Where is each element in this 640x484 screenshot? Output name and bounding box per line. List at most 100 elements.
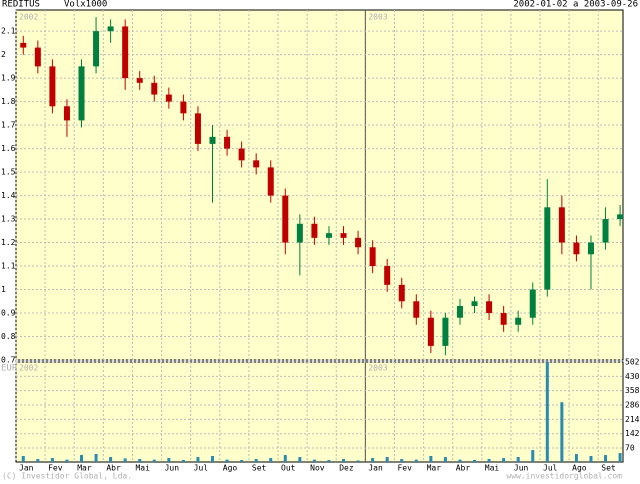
volume-bar bbox=[502, 458, 506, 462]
candle-body bbox=[136, 78, 143, 83]
x-tick-label: Set bbox=[252, 464, 267, 473]
volume-bar bbox=[50, 458, 54, 462]
volume-bar bbox=[574, 454, 578, 462]
y-tick-label: 1.4 bbox=[1, 191, 16, 200]
candle-body bbox=[282, 195, 289, 243]
x-tick-label: Jul bbox=[194, 464, 209, 473]
y-tick-label: 2 bbox=[1, 50, 6, 59]
y-tick-label: 502 bbox=[625, 358, 640, 367]
volume-bar bbox=[429, 456, 433, 462]
volume-bar bbox=[80, 455, 84, 462]
x-tick-label: Jul bbox=[543, 464, 558, 473]
x-tick-label: Fev bbox=[397, 464, 412, 473]
volume-bar bbox=[516, 457, 520, 462]
candle-body bbox=[34, 47, 41, 67]
volume-bar bbox=[327, 460, 331, 462]
x-tick-label: Nov bbox=[310, 464, 325, 473]
y-tick-label: 430 bbox=[625, 372, 640, 381]
x-tick-label: Mar bbox=[427, 464, 442, 473]
candle-body bbox=[617, 214, 624, 220]
candle-body bbox=[325, 233, 332, 238]
candle-body bbox=[456, 305, 463, 318]
volume-bar bbox=[589, 456, 593, 462]
volume-bar bbox=[356, 460, 360, 462]
y-tick-label: 214 bbox=[625, 415, 640, 424]
volume-bar bbox=[254, 459, 258, 462]
candle-body bbox=[63, 106, 70, 121]
candle-body bbox=[151, 82, 158, 95]
x-tick-label: Fev bbox=[48, 464, 63, 473]
candle-body bbox=[471, 301, 478, 306]
date-range: 2002-01-02 a 2003-09-26 bbox=[513, 0, 638, 10]
candle-body bbox=[573, 242, 580, 255]
x-tick-label: Set bbox=[601, 464, 616, 473]
copyright: (C) Investidor Global, Lda. bbox=[2, 472, 132, 481]
volume-bar bbox=[65, 459, 69, 462]
candle-body bbox=[398, 284, 405, 302]
volume-bar bbox=[560, 402, 564, 462]
price-panel bbox=[15, 9, 624, 361]
volume-bar bbox=[400, 459, 404, 462]
volume-bar bbox=[312, 459, 316, 462]
volume-bar bbox=[545, 362, 549, 462]
volume-bar bbox=[167, 458, 171, 462]
website: www.investidorglobal.com bbox=[506, 472, 622, 481]
volume-bar bbox=[414, 459, 418, 462]
volume-label: Volx1000 bbox=[64, 0, 107, 10]
volume-bar bbox=[240, 460, 244, 462]
y-tick-label: 286 bbox=[625, 401, 640, 410]
candle-body bbox=[93, 31, 100, 67]
x-tick-label: Jan bbox=[19, 464, 34, 473]
candle-body bbox=[486, 301, 493, 314]
candle-body bbox=[296, 223, 303, 243]
y-tick-label: 1.5 bbox=[1, 168, 16, 177]
volume-bar bbox=[298, 457, 302, 462]
y-tick-label: 2.1 bbox=[1, 27, 16, 36]
candle-body bbox=[49, 66, 56, 107]
x-tick-label: Ago bbox=[223, 464, 238, 473]
volume-bar bbox=[371, 458, 375, 462]
candle-body bbox=[238, 148, 245, 161]
x-tick-label: Abr bbox=[106, 464, 121, 473]
year-label: 2002 bbox=[19, 364, 38, 373]
candle-body bbox=[107, 26, 114, 32]
candle-body bbox=[355, 237, 362, 248]
candle-body bbox=[340, 233, 347, 238]
volume-bar bbox=[181, 460, 185, 462]
volume-bar bbox=[123, 458, 127, 462]
y-tick-label: 0.7 bbox=[1, 356, 16, 365]
y-tick-label: 1.7 bbox=[1, 121, 16, 130]
volume-bar bbox=[269, 458, 273, 462]
y-tick-label: 1.6 bbox=[1, 144, 16, 153]
volume-panel bbox=[15, 361, 624, 463]
y-tick-label: 1.3 bbox=[1, 215, 16, 224]
candle-body bbox=[442, 317, 449, 346]
volume-bar bbox=[283, 455, 287, 462]
candle-body bbox=[529, 289, 536, 318]
x-tick-label: Mai bbox=[135, 464, 150, 473]
volume-bar bbox=[138, 459, 142, 462]
x-tick-label: Ago bbox=[572, 464, 587, 473]
volume-bar bbox=[604, 455, 608, 462]
volume-bar bbox=[487, 459, 491, 462]
y-tick-label: 0.8 bbox=[1, 332, 16, 341]
year-label: 2002 bbox=[19, 13, 38, 22]
x-tick-label: Abr bbox=[456, 464, 471, 473]
volume-bar bbox=[36, 459, 40, 462]
y-tick-label: 1 bbox=[1, 285, 6, 294]
x-tick-label: Mai bbox=[485, 464, 500, 473]
candle-body bbox=[180, 101, 187, 114]
candle-body bbox=[122, 26, 129, 79]
y-tick-label: 0.9 bbox=[1, 309, 16, 318]
volume-bar bbox=[152, 459, 156, 462]
y-tick-label: 1.9 bbox=[1, 74, 16, 83]
candle-body bbox=[224, 136, 231, 149]
candle-body bbox=[369, 247, 376, 267]
candle-body bbox=[194, 113, 201, 144]
volume-bar bbox=[458, 459, 462, 462]
volume-bar bbox=[342, 459, 346, 462]
x-tick-label: Dez bbox=[339, 464, 354, 473]
volume-bar bbox=[21, 456, 25, 462]
candle-body bbox=[500, 313, 507, 325]
